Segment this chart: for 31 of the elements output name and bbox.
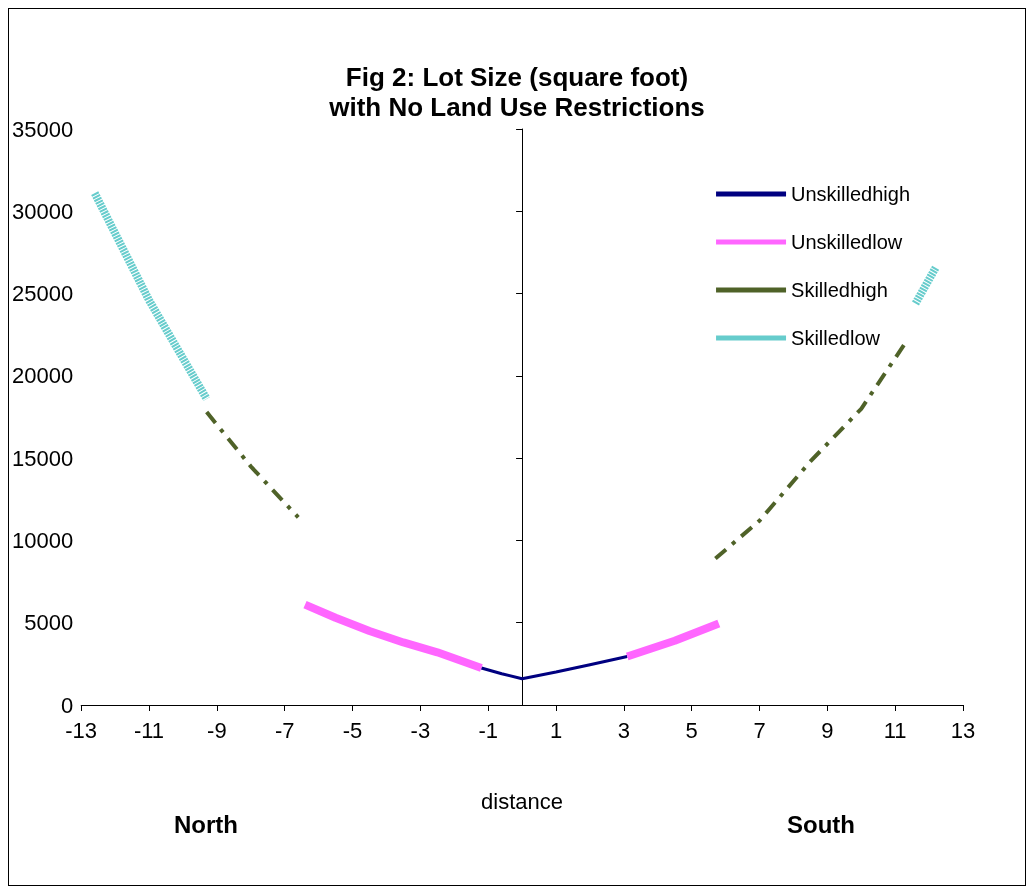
legend-label: Skilledlow [791, 327, 881, 349]
x-tick-label: 1 [549, 717, 563, 743]
x-tick-label: 3 [617, 717, 630, 743]
y-tick-label: 35000 [11, 116, 74, 142]
line-series [479, 654, 629, 681]
legend-label: Unskilledhigh [791, 183, 911, 205]
x-tick-label: 11 [883, 717, 907, 743]
x-tick-label: -11 [133, 717, 165, 743]
y-tick-label: 25000 [11, 281, 74, 307]
x-tick-label: -5 [342, 717, 363, 743]
x-tick-label: -1 [478, 717, 498, 743]
x-tick-label: 13 [950, 717, 976, 743]
x-tick-label: 5 [685, 717, 698, 743]
legend-label: Skilledhigh [791, 279, 888, 301]
text: South [787, 810, 855, 838]
x-tick-label: -9 [207, 717, 227, 743]
legend-label: Unskilledlow [791, 231, 903, 253]
y-tick-label: 5000 [24, 610, 74, 636]
text: North [174, 810, 238, 838]
y-tick-label: 0 [60, 692, 74, 718]
y-tick-label: 15000 [11, 445, 74, 471]
y-tick-label: 10000 [11, 527, 74, 553]
x-tick-label: 9 [821, 717, 834, 743]
y-tick-label: 20000 [11, 363, 74, 389]
x-tick-label: 7 [753, 717, 766, 743]
x-tick-label: -7 [274, 717, 295, 743]
y-tick-label: 30000 [11, 198, 74, 224]
x-tick-label: -13 [65, 717, 98, 743]
chart-title: Fig 2: Lot Size (square foot) with No Land Use Restrictions [328, 62, 705, 122]
x-tick-label: -3 [410, 717, 431, 743]
x-axis-title: distance [481, 788, 564, 814]
